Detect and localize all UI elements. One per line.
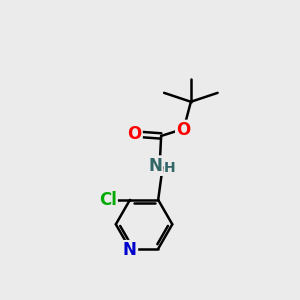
Text: O: O	[176, 121, 190, 139]
Text: Cl: Cl	[99, 191, 117, 209]
Text: N: N	[123, 241, 137, 259]
Text: H: H	[164, 161, 175, 175]
Text: O: O	[127, 125, 142, 143]
Text: N: N	[148, 157, 162, 175]
